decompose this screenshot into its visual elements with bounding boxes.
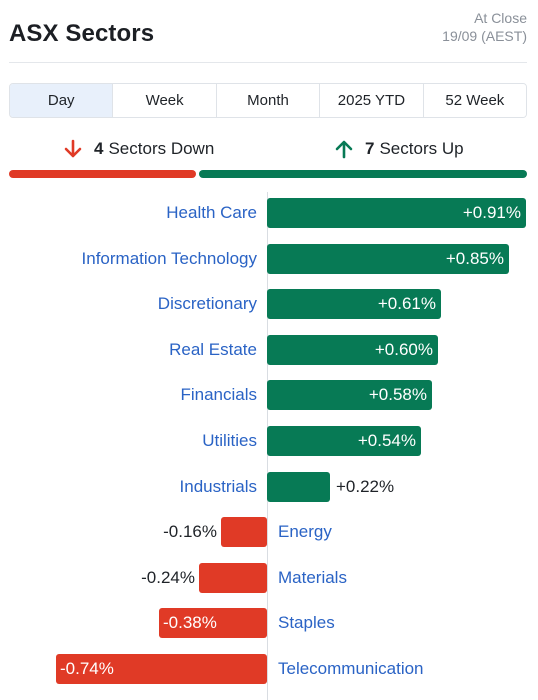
tab-day[interactable]: Day — [10, 84, 114, 117]
as-of-date: 19/09 (AEST) — [442, 28, 527, 44]
as-of-status: At Close — [474, 10, 527, 26]
bar-staples — [159, 608, 267, 638]
value-label-financials: +0.58% — [368, 385, 427, 404]
sector-label-health-care[interactable]: Health Care — [166, 203, 257, 222]
tab-month[interactable]: Month — [216, 84, 321, 117]
sector-label-real-estate[interactable]: Real Estate — [169, 340, 257, 359]
value-label-health-care: +0.91% — [462, 203, 521, 222]
sector-label-financials[interactable]: Financials — [180, 385, 257, 404]
down-ratio-bar — [9, 170, 196, 178]
bar-industrials — [267, 472, 330, 502]
value-label-energy: -0.16% — [163, 522, 217, 541]
bar-financials — [267, 380, 432, 410]
sector-label-utilities[interactable]: Utilities — [202, 431, 257, 450]
bar-materials — [199, 563, 267, 593]
arrow-down-icon — [64, 139, 82, 158]
value-label-information-technology: +0.85% — [445, 249, 504, 268]
sectors-up-count: 7 — [365, 139, 375, 158]
header-divider — [9, 62, 527, 63]
tab-52-week[interactable]: 52 Week — [423, 84, 526, 117]
bar-telecommunication — [56, 654, 267, 684]
sectors-up-summary: 7 Sectors Up — [333, 134, 464, 164]
bar-utilities — [267, 426, 421, 456]
sector-label-discretionary[interactable]: Discretionary — [157, 294, 257, 313]
bar-energy — [221, 517, 267, 547]
sectors-up-label: Sectors Up — [379, 139, 464, 158]
bar-real-estate — [267, 335, 438, 365]
sectors-down-summary: 4 Sectors Down — [62, 134, 214, 164]
sector-label-industrials[interactable]: Industrials — [179, 477, 257, 496]
page-title: ASX Sectors — [9, 20, 155, 47]
value-label-telecommunication: -0.74% — [60, 659, 114, 678]
sector-label-information-technology[interactable]: Information Technology — [81, 249, 257, 268]
sector-label-telecommunication[interactable]: Telecommunication — [278, 659, 424, 678]
sector-label-materials[interactable]: Materials — [278, 568, 347, 587]
value-label-materials: -0.24% — [141, 568, 195, 587]
value-label-discretionary: +0.61% — [377, 294, 436, 313]
up-ratio-bar — [199, 170, 527, 178]
bar-information-technology — [267, 244, 509, 274]
arrow-up-icon — [335, 140, 353, 159]
value-label-staples: -0.38% — [163, 613, 217, 632]
value-label-real-estate: +0.60% — [374, 340, 433, 359]
bar-discretionary — [267, 289, 441, 319]
sector-label-energy[interactable]: Energy — [278, 522, 332, 541]
value-label-industrials: +0.22% — [336, 477, 395, 496]
value-label-utilities: +0.54% — [357, 431, 416, 450]
sectors-down-count: 4 — [94, 139, 104, 158]
period-tabs: Day Week Month 2025 YTD 52 Week — [9, 83, 527, 118]
tab-ytd[interactable]: 2025 YTD — [320, 84, 424, 117]
sectors-down-label: Sectors Down — [108, 139, 215, 158]
tab-week[interactable]: Week — [113, 84, 217, 117]
as-of-timestamp: At Close 19/09 (AEST) — [442, 9, 527, 45]
bar-health-care — [267, 198, 526, 228]
sector-label-staples[interactable]: Staples — [278, 613, 335, 632]
